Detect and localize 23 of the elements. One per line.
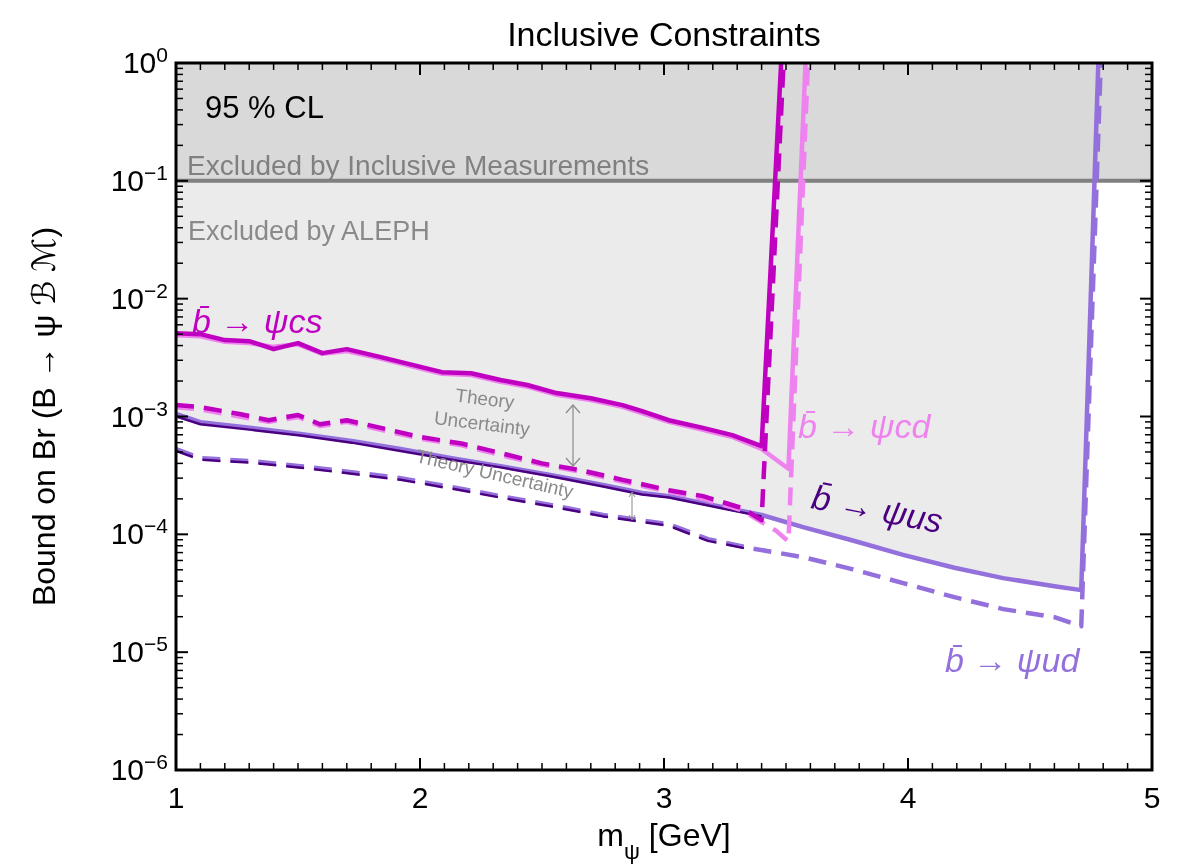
x-tick-label: 5: [1143, 781, 1161, 814]
y-tick-label: 10$^{−3}$: [110, 396, 168, 433]
y-axis-title: Bound on Br (B → ψ ℬ ℳ): [26, 226, 62, 607]
y-tick-label: 10$^{−2}$: [110, 278, 168, 315]
x-tick-label: 3: [655, 781, 673, 814]
x-axis-title: m$_{ψ}$ [GeV]: [597, 817, 731, 864]
annotation: Theory Uncertainty: [432, 384, 532, 440]
y-tick-label: 10$^{−4}$: [110, 513, 169, 551]
x-tick-label: 2: [411, 781, 429, 814]
series-label: b̄ → ψcs: [192, 302, 323, 340]
ref-line-label: Excluded by Inclusive Measurements: [187, 149, 650, 181]
chart-title: Inclusive Constraints: [507, 15, 821, 53]
y-tick-label: 10$^{0}$: [122, 42, 168, 79]
x-tick-label: 4: [899, 781, 917, 814]
annotation: Excluded by ALEPH: [188, 216, 430, 246]
text: b̄ → ψus: [808, 477, 946, 541]
series-label: b̄ → ψcd: [798, 407, 932, 445]
annotation: 95 % CL: [205, 90, 324, 125]
y-tick-label: 10$^{−5}$: [110, 631, 168, 669]
y-tick-label: 10$^{−1}$: [110, 160, 168, 197]
y-tick-label: 10$^{−6}$: [110, 749, 168, 786]
series-label: b̄ → ψud: [945, 641, 1081, 679]
x-tick-label: 1: [167, 781, 185, 814]
